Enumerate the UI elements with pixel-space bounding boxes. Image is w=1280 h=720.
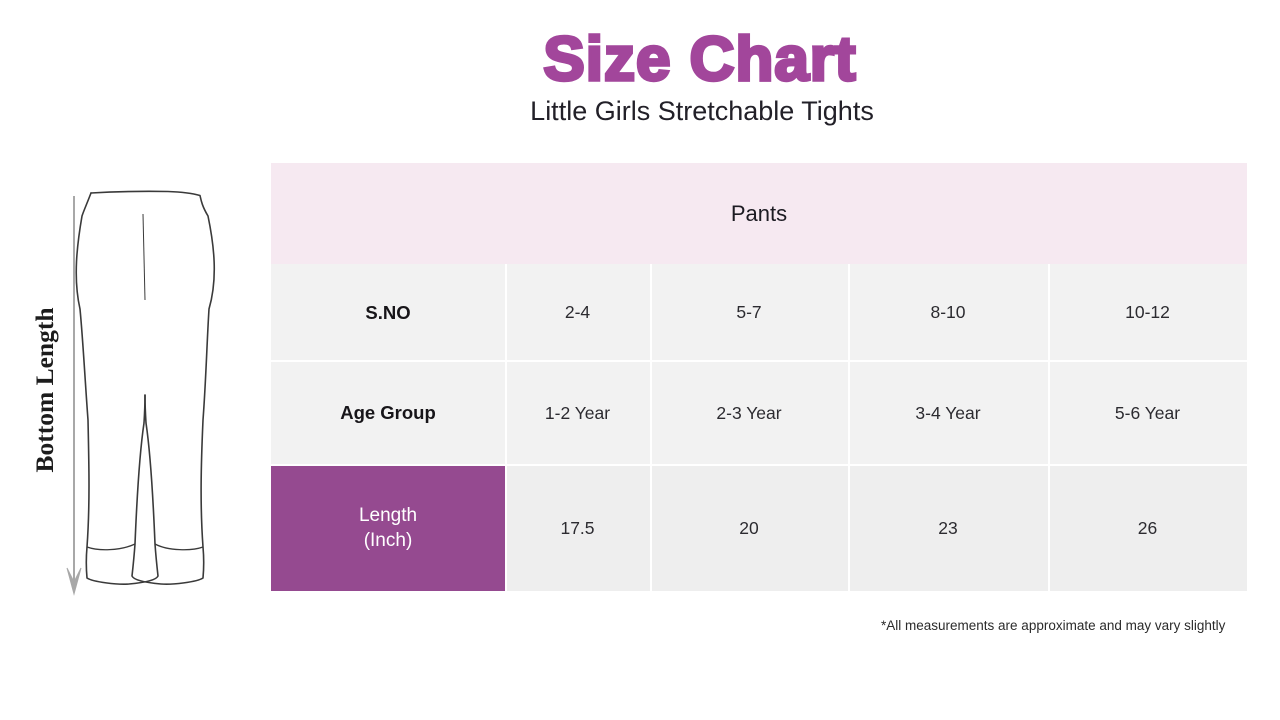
- svg-text:Bottom Length: Bottom Length: [30, 307, 59, 472]
